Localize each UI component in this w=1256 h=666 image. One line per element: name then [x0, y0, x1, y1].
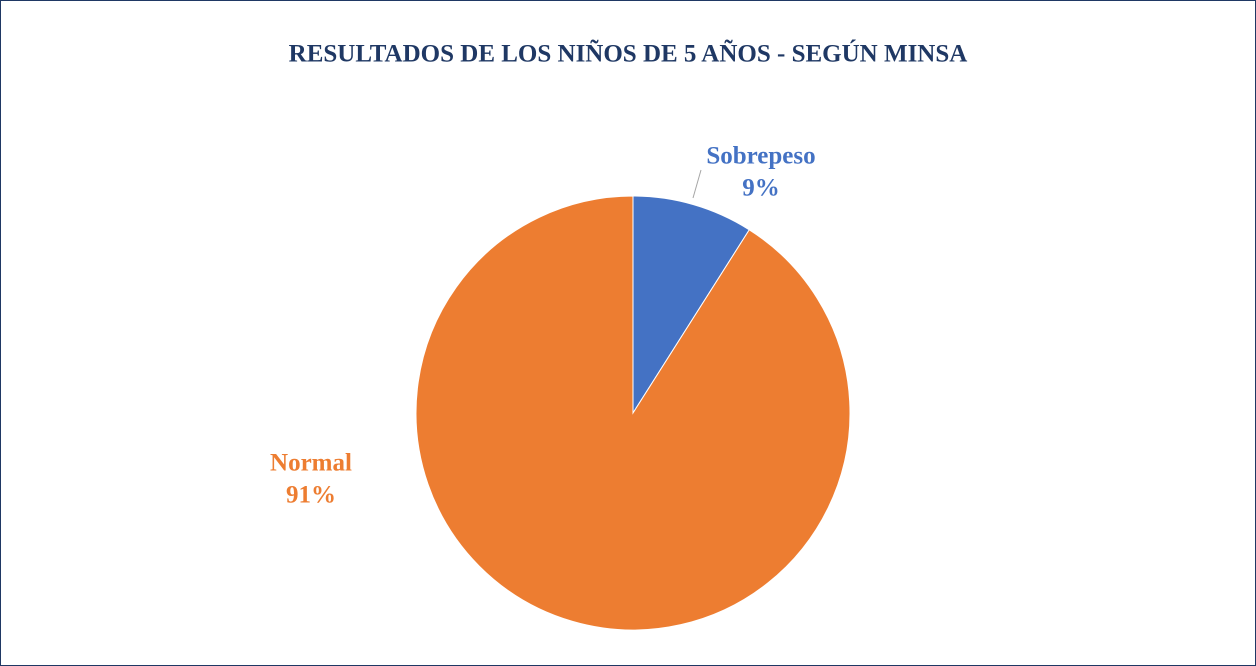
chart-title: RESULTADOS DE LOS NIÑOS DE 5 AÑOS - SEGÚ… [289, 40, 968, 68]
slice-category-label: Sobrepeso [706, 143, 815, 170]
pie-slice [632, 195, 750, 415]
slice-value-label: 91% [286, 482, 336, 509]
slice-value-label: 9% [742, 175, 780, 202]
leader-line [692, 169, 702, 199]
slice-category-label: Normal [270, 450, 352, 477]
pie-slice [415, 195, 851, 631]
